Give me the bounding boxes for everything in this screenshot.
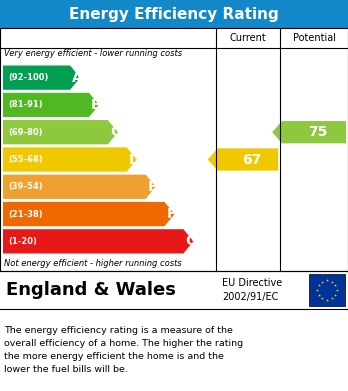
Text: F: F xyxy=(166,207,176,221)
Text: Very energy efficient - lower running costs: Very energy efficient - lower running co… xyxy=(4,50,182,59)
Text: (92-100): (92-100) xyxy=(8,73,48,82)
Polygon shape xyxy=(3,93,99,117)
Text: (81-91): (81-91) xyxy=(8,100,42,109)
Text: B: B xyxy=(91,98,102,112)
Polygon shape xyxy=(3,147,137,172)
Text: Current: Current xyxy=(230,33,266,43)
Text: England & Wales: England & Wales xyxy=(6,281,176,299)
Text: Potential: Potential xyxy=(293,33,335,43)
Text: (1-20): (1-20) xyxy=(8,237,37,246)
Text: (69-80): (69-80) xyxy=(8,128,42,137)
Text: 67: 67 xyxy=(242,152,262,167)
Polygon shape xyxy=(3,66,80,90)
Polygon shape xyxy=(3,120,118,144)
Polygon shape xyxy=(3,202,174,226)
Text: The energy efficiency rating is a measure of the
overall efficiency of a home. T: The energy efficiency rating is a measur… xyxy=(4,326,243,374)
Text: Energy Efficiency Rating: Energy Efficiency Rating xyxy=(69,7,279,22)
Text: G: G xyxy=(185,234,197,248)
Text: Not energy efficient - higher running costs: Not energy efficient - higher running co… xyxy=(4,260,182,269)
Bar xyxy=(0,0,348,28)
Polygon shape xyxy=(208,148,278,170)
Text: C: C xyxy=(110,125,120,139)
Text: E: E xyxy=(148,180,157,194)
Text: (39-54): (39-54) xyxy=(8,182,42,191)
Text: D: D xyxy=(129,152,140,167)
Text: (55-68): (55-68) xyxy=(8,155,43,164)
Polygon shape xyxy=(272,121,346,143)
Text: A: A xyxy=(72,71,83,84)
Bar xyxy=(0,28,348,271)
Text: EU Directive
2002/91/EC: EU Directive 2002/91/EC xyxy=(222,278,282,301)
Text: 75: 75 xyxy=(308,125,328,139)
Polygon shape xyxy=(3,229,193,253)
Polygon shape xyxy=(3,175,156,199)
Text: (21-38): (21-38) xyxy=(8,210,42,219)
Bar xyxy=(309,274,345,306)
